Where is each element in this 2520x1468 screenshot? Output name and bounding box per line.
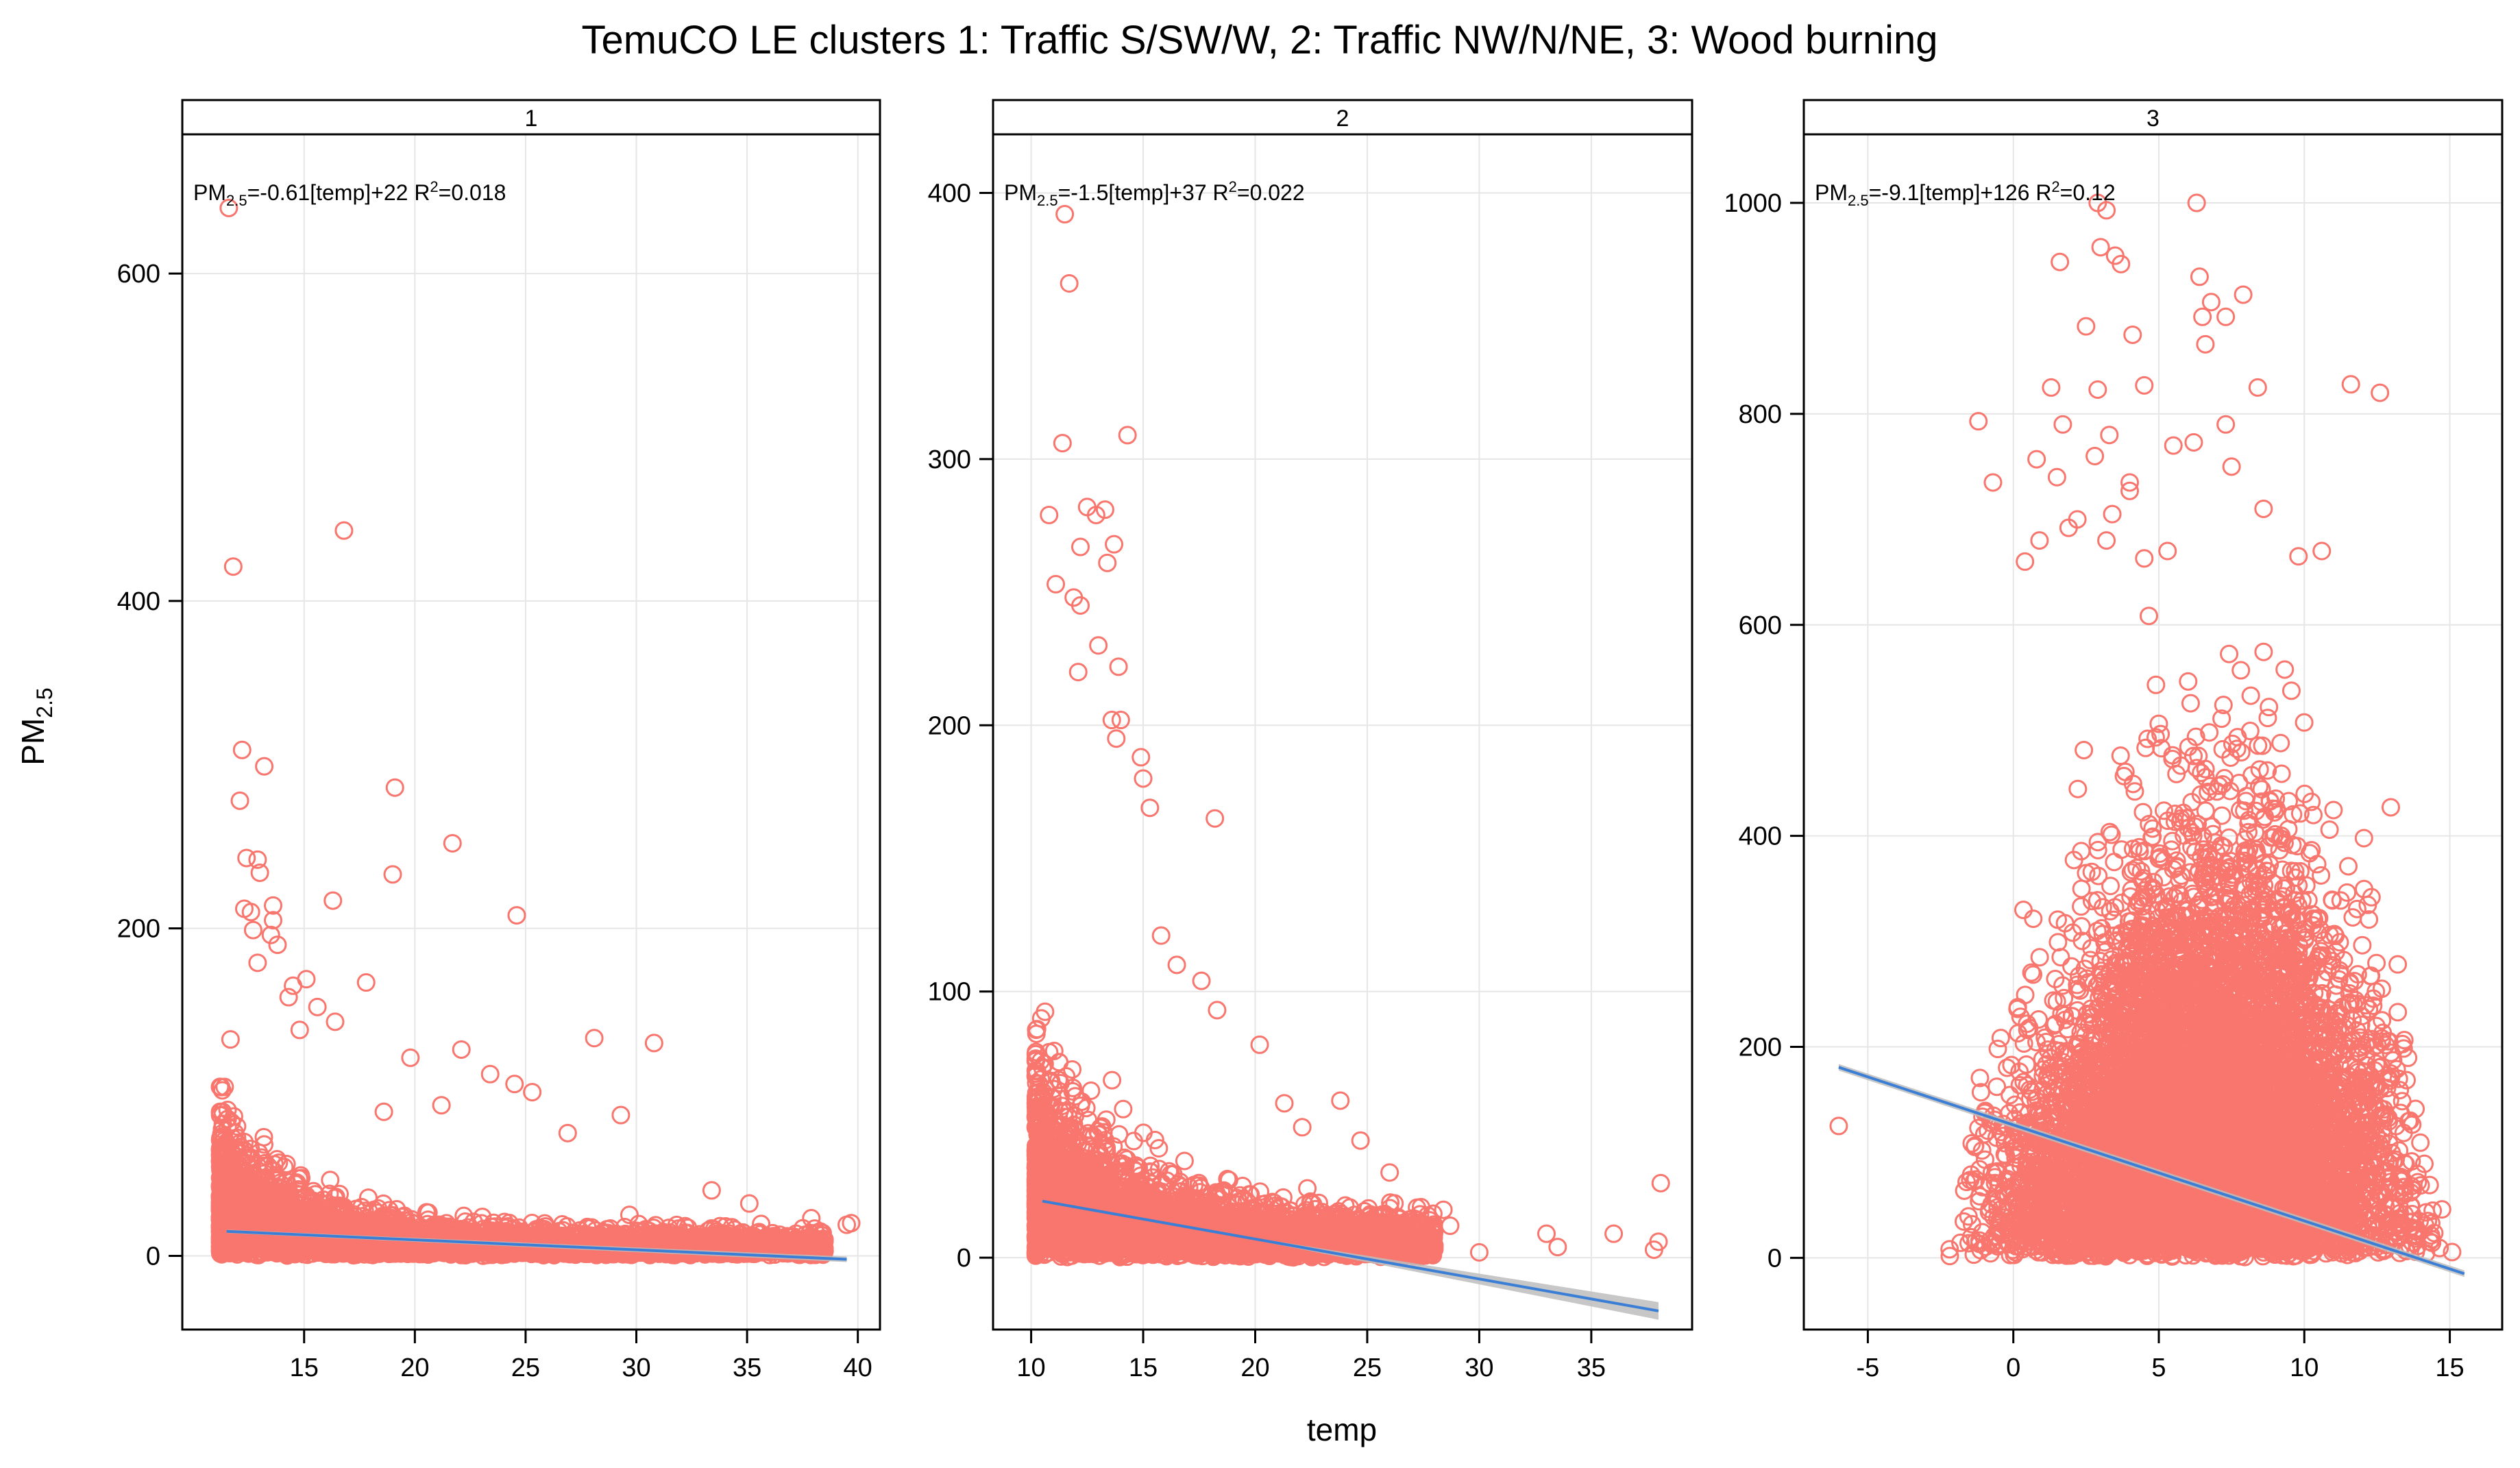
scatter-points	[210, 199, 861, 1265]
chart-title: TemuCO LE clusters 1: Traffic S/SW/W, 2:…	[581, 18, 1937, 62]
y-axis-label-main: PM	[15, 718, 51, 766]
data-point	[321, 1171, 340, 1190]
data-point	[221, 1030, 240, 1049]
y-axis-label: PM2.5	[15, 687, 57, 765]
x-axis-label: temp	[1307, 1412, 1377, 1447]
y-axis-label-sub: 2.5	[32, 687, 57, 718]
